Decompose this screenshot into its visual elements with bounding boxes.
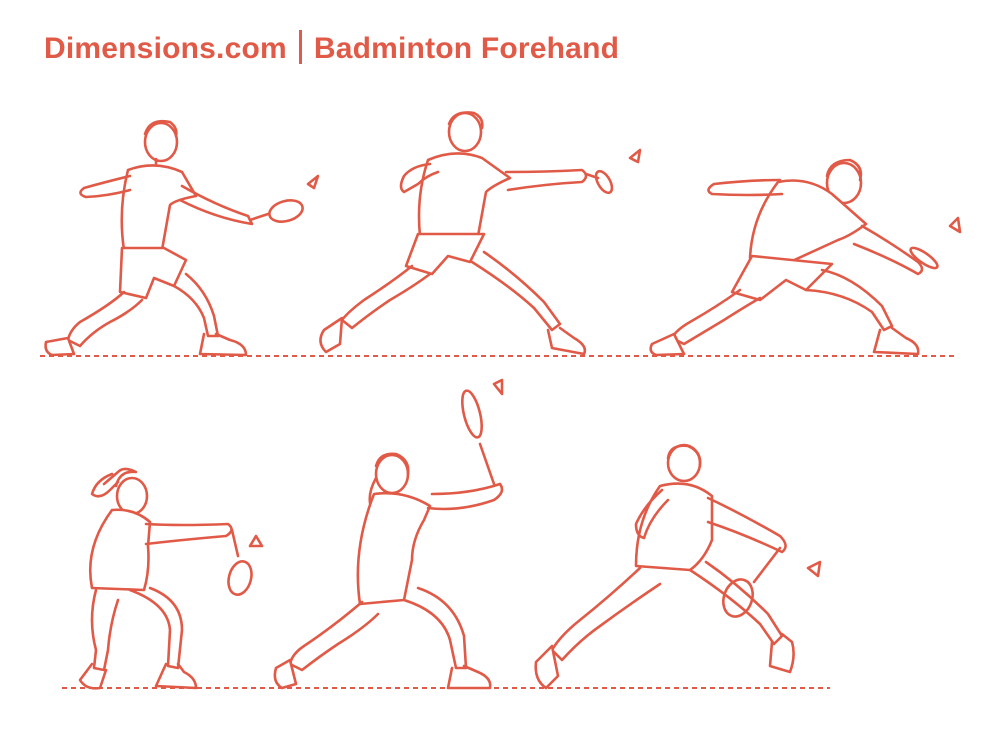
figure-4-female-forehand-crouch: [78, 467, 264, 690]
brand-name: Dimensions.com: [44, 32, 287, 65]
title-separator: [298, 30, 302, 64]
figure-6-female-forehand-stride: [534, 443, 822, 690]
figure-1-male-forehand-lunge: [44, 119, 320, 357]
figure-2-male-forehand-reach: [319, 111, 642, 356]
page-title: Dimensions.com Badminton Forehand: [44, 30, 619, 66]
diagram-subject: Badminton Forehand: [313, 32, 620, 65]
figure-3-male-forehand-low-lunge: [649, 158, 962, 357]
figure-5-female-forehand-overhead: [273, 378, 504, 690]
